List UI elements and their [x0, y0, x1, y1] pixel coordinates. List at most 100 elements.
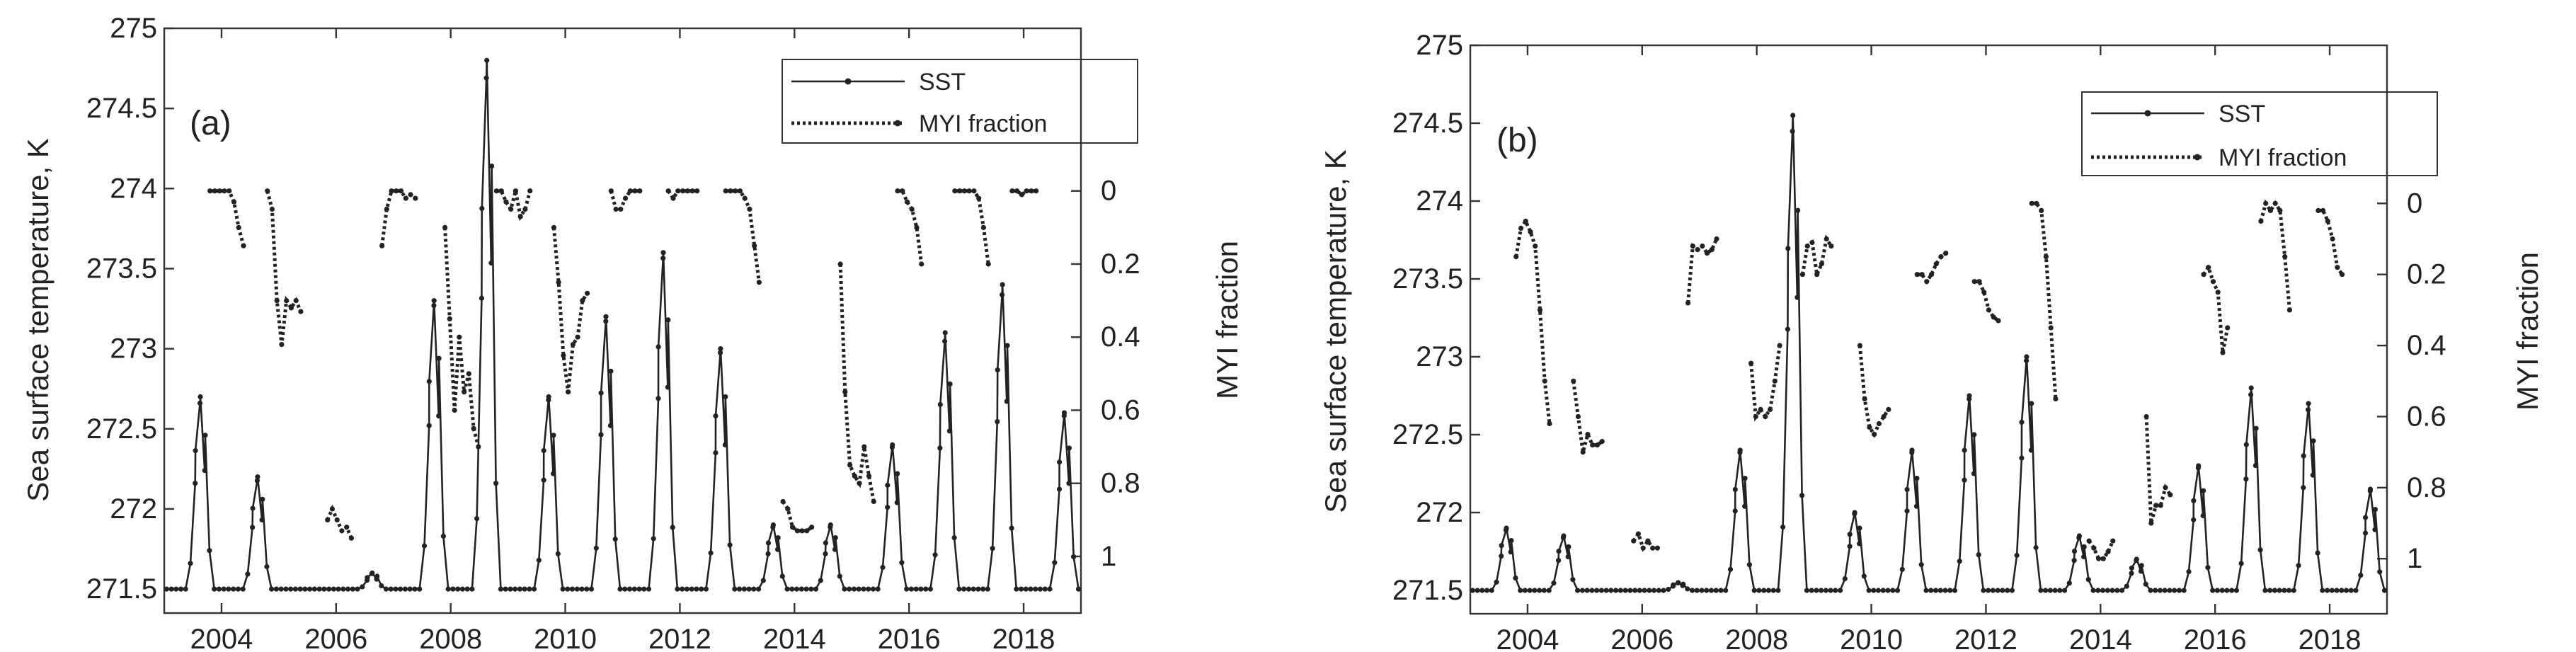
sst-point: [440, 533, 447, 539]
sst-point: [2243, 476, 2249, 482]
sst-point: [966, 586, 971, 592]
myi-segment: [838, 263, 876, 502]
sst-point: [1009, 525, 1014, 531]
sst-point: [273, 586, 279, 592]
sst-point: [2277, 588, 2282, 593]
sst-point: [464, 586, 470, 592]
myi-point: [1575, 413, 1581, 420]
myi-point: [1819, 261, 1824, 267]
myi-point: [1542, 378, 1547, 384]
sst-point: [1962, 477, 1967, 483]
myi-point: [2100, 556, 2106, 561]
sst-point: [995, 419, 1000, 425]
sst-point: [1541, 588, 1547, 593]
sst-point: [932, 552, 938, 558]
sst-point: [1857, 525, 1862, 531]
panel-b: Sea surface temperature, K MYI fraction …: [1319, 30, 2544, 652]
myi-point: [2143, 413, 2149, 420]
myi-point: [452, 407, 457, 413]
sst-point: [1708, 588, 1715, 593]
plot-frame: [1469, 44, 2388, 615]
sst-point: [2224, 588, 2230, 593]
sst-point: [656, 344, 661, 350]
sst-point: [2100, 588, 2106, 593]
sst-point: [551, 471, 556, 476]
sst-point: [607, 423, 614, 428]
y-tick-label: 273.5: [86, 253, 157, 284]
myi-segment: [1514, 217, 1552, 424]
y-tick-label: 271.5: [86, 573, 157, 605]
sst-point: [1933, 588, 1939, 593]
myi-point: [339, 528, 345, 534]
sst-point: [1666, 586, 1671, 593]
sst-point: [646, 586, 652, 592]
sst-point: [503, 586, 508, 592]
sst-point: [1775, 588, 1781, 593]
sst-point: [541, 477, 546, 483]
y2-tick-label: 0.4: [1101, 321, 1140, 353]
sst-point: [383, 586, 389, 592]
sst-point: [1823, 588, 1828, 593]
sst-point: [436, 413, 442, 419]
myi-point: [1523, 218, 1528, 224]
legend-myi-label: MYI fraction: [919, 110, 1047, 137]
x-tick-label: 2010: [1840, 624, 1903, 652]
sst-point: [1004, 399, 1009, 404]
myi-point: [632, 188, 638, 194]
y2-tick-label: 0.8: [2407, 472, 2446, 503]
myi-point: [1938, 254, 1944, 260]
sst-point: [2043, 588, 2049, 593]
sst-point: [321, 586, 327, 592]
sst-point: [2372, 527, 2378, 532]
myi-point: [207, 188, 213, 194]
sst-point: [722, 442, 728, 448]
sst-point: [527, 586, 532, 592]
sst-point: [255, 474, 261, 480]
sst-point: [1042, 586, 1048, 592]
sst-point: [2114, 588, 2120, 593]
myi-point: [566, 389, 571, 395]
myi-point: [723, 188, 728, 194]
myi-point: [2163, 485, 2168, 491]
myi-point: [508, 206, 514, 212]
sst-point: [1913, 503, 1920, 509]
sst-point: [1608, 588, 1614, 593]
myi-segment: [551, 227, 589, 393]
sst-point: [1732, 508, 1738, 514]
myi-point: [503, 199, 509, 205]
sst-point: [1551, 580, 1557, 586]
sst-point: [660, 256, 666, 261]
sst-point: [1556, 549, 1562, 554]
sst-point: [379, 583, 384, 589]
sst-point: [1651, 588, 1657, 593]
myi-point: [522, 206, 528, 212]
sst-point: [894, 500, 900, 505]
sst-point: [2248, 385, 2254, 391]
sst-point: [1518, 588, 1523, 593]
sst-point: [951, 535, 957, 541]
sst-point: [326, 586, 332, 592]
myi-point: [842, 389, 848, 395]
sst-point: [1565, 554, 1571, 560]
sst-point: [370, 570, 375, 576]
myi-point: [1772, 378, 1778, 384]
sst-point: [2153, 588, 2158, 593]
sst-point: [899, 560, 905, 566]
myi-point: [1862, 396, 1867, 402]
myi-point: [2168, 492, 2173, 498]
sst-point: [445, 586, 451, 592]
sst-point: [2219, 588, 2225, 593]
sst-point: [517, 586, 523, 592]
sst-point: [1981, 588, 1986, 593]
sst-point: [1875, 588, 1882, 593]
sst-point: [365, 575, 370, 580]
sst-point: [2362, 530, 2369, 536]
sst-point: [546, 394, 551, 400]
sst-point: [2005, 588, 2010, 593]
myi-point: [408, 192, 413, 198]
myi-point: [1533, 244, 1538, 249]
myi-point: [284, 298, 290, 304]
myi-point: [1976, 279, 1982, 285]
sst-point: [1489, 588, 1494, 593]
myi-segment: [782, 501, 813, 533]
